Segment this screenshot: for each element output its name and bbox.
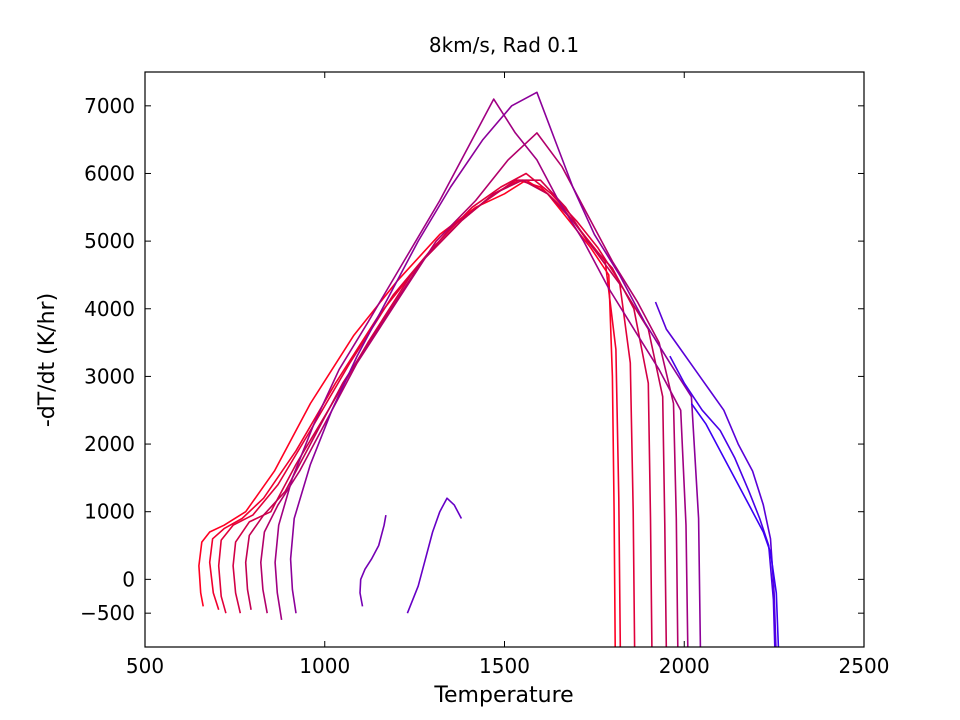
x-tick-label: 2500 [839,654,890,678]
series-line-3 [217,172,636,647]
series-line-10 [406,497,463,614]
x-tick-label: 1000 [299,654,350,678]
y-tick-label: 4000 [84,297,135,321]
series-line-8 [289,91,702,647]
y-tick-label: 0 [122,567,135,591]
x-axis-label: Temperature [433,683,573,708]
series-line-5 [244,179,668,647]
x-tick-label: 1500 [479,654,530,678]
plot-area [198,91,780,647]
y-tick-label: 1000 [84,500,135,524]
plot-frame [144,71,865,648]
y-tick-label: 5000 [84,229,135,253]
series-line-2 [208,179,622,647]
series-line-12 [669,355,776,647]
series-line-6 [259,132,679,647]
x-tick-label: 500 [126,654,164,678]
series-line-7 [274,98,689,647]
y-tick-label: 7000 [84,94,135,118]
y-tick-label: 3000 [84,364,135,388]
series-line-11 [654,301,777,647]
series-line-1 [198,179,616,647]
y-axis: −500 0 1000 2000 3000 4000 5000 6000 7000 [80,94,864,625]
y-tick-label: 6000 [84,161,135,185]
series-line-13 [690,403,780,647]
x-tick-label: 2000 [659,654,710,678]
y-tick-label: 2000 [84,432,135,456]
series-line-9 [359,514,387,607]
y-axis-label: -dT/dt (K/hr) [35,293,60,427]
x-axis: 500 1000 1500 2000 2500 [126,72,890,678]
y-tick-label: −500 [80,601,135,625]
chart-title: 8km/s, Rad 0.1 [429,33,579,57]
